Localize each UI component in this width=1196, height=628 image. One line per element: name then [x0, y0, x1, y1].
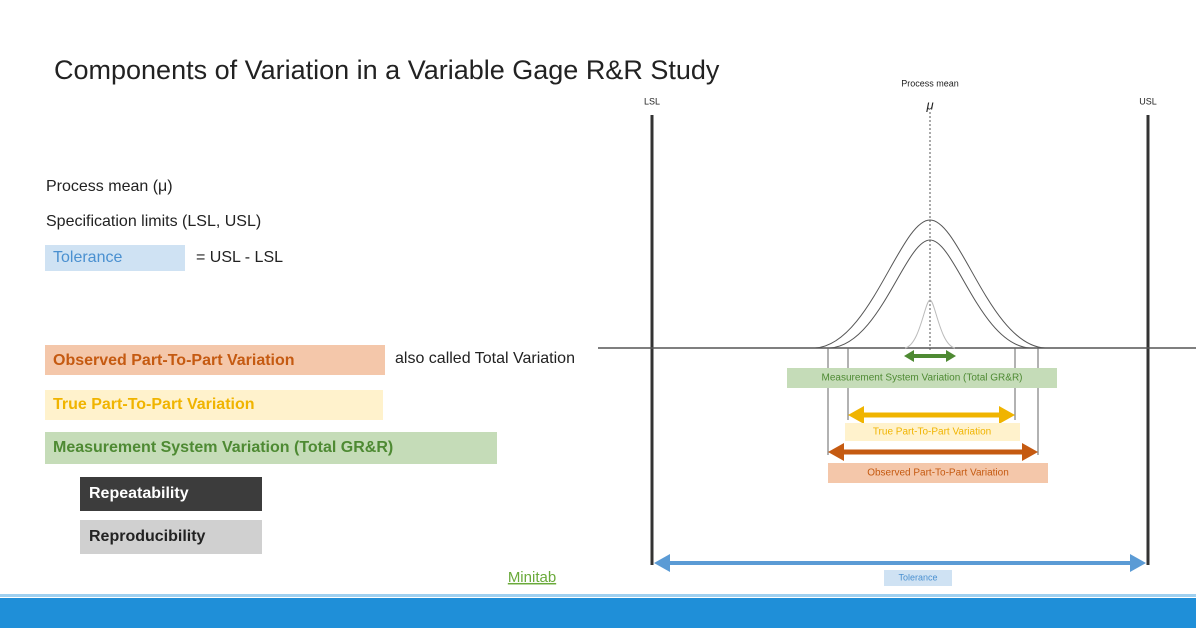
lsl-label: LSL — [644, 96, 660, 106]
label-box — [828, 463, 1048, 483]
arrow-tolerance — [654, 554, 1146, 572]
legend-note: = USL - LSL — [196, 249, 283, 266]
curve-measurement — [904, 299, 956, 349]
curve-observed — [814, 219, 1046, 349]
swatch — [45, 390, 383, 420]
legend-item: Reproducibility — [89, 528, 206, 545]
tolerance-label: Tolerance — [898, 572, 937, 582]
swatch — [45, 432, 497, 464]
curve-true — [829, 239, 1031, 349]
legend-item: Process mean (μ) — [46, 178, 173, 195]
legend-item: Tolerance — [53, 249, 122, 266]
arrow-observed — [828, 443, 1038, 461]
legend-item: Specification limits (LSL, USL) — [46, 213, 261, 230]
swatch — [80, 520, 262, 554]
label-box — [787, 368, 1057, 388]
observed-label: Observed Part-To-Part Variation — [867, 468, 1009, 479]
legend-item: Observed Part-To-Part Variation — [53, 352, 295, 369]
legend-note: also called Total Variation — [395, 350, 575, 367]
legend-item: True Part-To-Part Variation — [53, 396, 255, 413]
process-mean-label: Process mean — [901, 78, 959, 88]
legend-item: Measurement System Variation (Total GR&R… — [53, 439, 393, 456]
mu-label: μ — [925, 97, 933, 112]
measurement-label: Measurement System Variation (Total GR&R… — [822, 373, 1023, 384]
footer-line — [0, 594, 1196, 597]
legend-item: Repeatability — [89, 485, 189, 502]
label-box — [845, 423, 1020, 441]
footer-bar — [0, 598, 1196, 628]
arrow-true — [848, 406, 1015, 424]
label-box — [884, 570, 952, 586]
usl-label: USL — [1139, 96, 1157, 106]
title: Components of Variation in a Variable Ga… — [54, 55, 720, 85]
swatch — [80, 477, 262, 511]
true-label: True Part-To-Part Variation — [873, 427, 991, 438]
arrow-measurement — [904, 350, 956, 362]
link[interactable]: Minitab — [508, 569, 556, 586]
swatch — [45, 345, 385, 375]
swatch — [45, 245, 185, 271]
